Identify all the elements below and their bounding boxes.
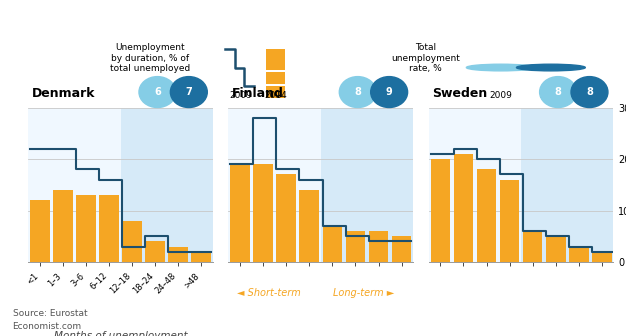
Bar bbox=[145, 242, 165, 262]
Bar bbox=[76, 195, 96, 262]
Bar bbox=[523, 231, 543, 262]
Bar bbox=[120, 108, 213, 262]
Bar bbox=[322, 226, 342, 262]
Bar bbox=[592, 252, 612, 262]
Bar bbox=[454, 154, 473, 262]
Bar bbox=[431, 159, 450, 262]
Bar bbox=[321, 108, 413, 262]
Text: Source: Eurostat: Source: Eurostat bbox=[13, 309, 87, 318]
Bar bbox=[477, 169, 496, 262]
Bar bbox=[266, 72, 285, 84]
Bar bbox=[168, 247, 188, 262]
Circle shape bbox=[571, 77, 608, 108]
Bar bbox=[569, 247, 588, 262]
Text: 2009: 2009 bbox=[490, 91, 512, 99]
Bar bbox=[228, 108, 321, 262]
Text: 2009: 2009 bbox=[230, 91, 252, 99]
Bar bbox=[99, 195, 119, 262]
Bar bbox=[369, 231, 388, 262]
Text: Sweden: Sweden bbox=[433, 87, 488, 100]
Bar bbox=[254, 164, 273, 262]
Text: North Europe: North Europe bbox=[9, 13, 114, 27]
Text: Total
unemployment
rate, %: Total unemployment rate, % bbox=[391, 43, 460, 73]
Circle shape bbox=[170, 77, 207, 108]
Text: 8: 8 bbox=[555, 87, 562, 97]
Text: 2014: 2014 bbox=[540, 91, 562, 99]
Text: Denmark: Denmark bbox=[32, 87, 95, 100]
Bar bbox=[299, 190, 319, 262]
Bar bbox=[277, 174, 296, 262]
Text: 8: 8 bbox=[586, 87, 593, 97]
Bar bbox=[392, 236, 411, 262]
Bar bbox=[122, 221, 142, 262]
Text: 6: 6 bbox=[154, 87, 161, 97]
Bar bbox=[28, 108, 120, 262]
Bar bbox=[30, 200, 49, 262]
Text: Months of unemployment: Months of unemployment bbox=[54, 331, 187, 336]
Circle shape bbox=[139, 77, 176, 108]
Bar bbox=[346, 231, 365, 262]
Bar bbox=[192, 252, 211, 262]
Bar bbox=[546, 236, 565, 262]
Bar bbox=[429, 108, 521, 262]
Text: ◄ Short-term: ◄ Short-term bbox=[237, 288, 301, 298]
Text: 2014: 2014 bbox=[264, 91, 287, 99]
Text: Unemployment
by duration, % of
total unemployed: Unemployment by duration, % of total une… bbox=[110, 43, 190, 73]
Bar bbox=[521, 108, 613, 262]
Bar bbox=[266, 49, 285, 70]
Bar bbox=[53, 190, 73, 262]
Circle shape bbox=[371, 77, 408, 108]
Circle shape bbox=[339, 77, 376, 108]
Text: 8: 8 bbox=[354, 87, 361, 97]
Circle shape bbox=[540, 77, 577, 108]
Text: Finland: Finland bbox=[232, 87, 284, 100]
Text: 9: 9 bbox=[386, 87, 393, 97]
Bar bbox=[230, 164, 250, 262]
Text: Economist.com: Economist.com bbox=[13, 322, 81, 331]
Circle shape bbox=[466, 64, 535, 71]
Bar bbox=[266, 86, 285, 98]
Circle shape bbox=[516, 64, 585, 71]
Bar bbox=[500, 180, 520, 262]
Text: Long-term ►: Long-term ► bbox=[332, 288, 394, 298]
Text: 7: 7 bbox=[185, 87, 192, 97]
